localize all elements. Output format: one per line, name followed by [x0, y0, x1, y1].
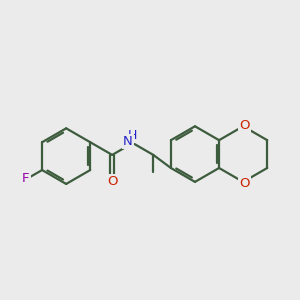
Text: H: H: [128, 129, 137, 142]
Text: O: O: [107, 175, 118, 188]
Text: N: N: [123, 135, 133, 148]
Text: O: O: [239, 118, 250, 132]
Text: O: O: [239, 177, 250, 190]
Text: F: F: [22, 172, 30, 185]
